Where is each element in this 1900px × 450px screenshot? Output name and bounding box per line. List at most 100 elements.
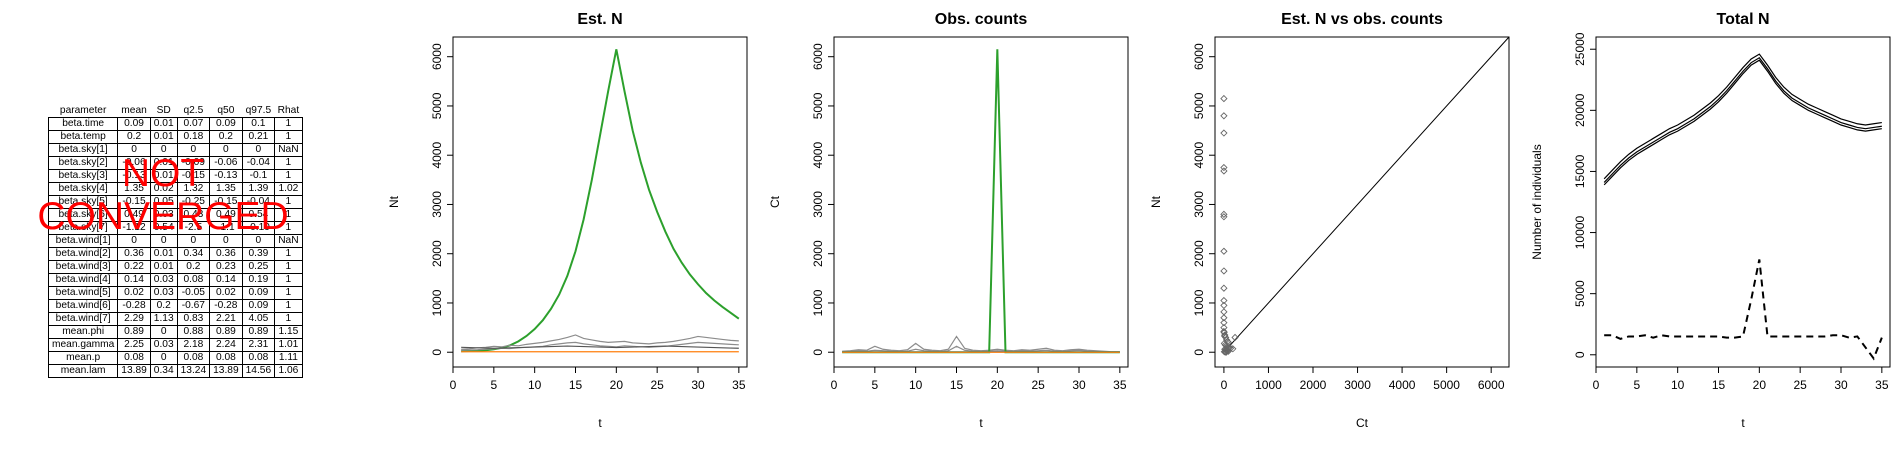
table-cell: 0.09 xyxy=(241,286,276,300)
not-converged-overlay: NOT CONVERGED xyxy=(28,152,298,238)
scatter-point xyxy=(1222,342,1230,350)
table-cell: 0.03 xyxy=(149,338,178,352)
y-tick-label: 1000 xyxy=(430,289,444,316)
y-tick-label: 1000 xyxy=(811,289,825,316)
scatter-point xyxy=(1231,333,1239,342)
scatter-point xyxy=(1220,267,1228,275)
table-cell: 0.05 xyxy=(149,195,178,209)
plot-frame xyxy=(452,36,748,368)
table-cell: 0.23 xyxy=(209,260,243,274)
x-tick-label: 2000 xyxy=(1300,378,1327,392)
table-cell: 1 xyxy=(274,286,303,300)
table-cell: 0.18 xyxy=(176,130,211,144)
table-row: beta.wind[2] 0.36 0.01 0.34 0.36 0.39 1 xyxy=(47,247,303,261)
x-axis-label: t xyxy=(979,416,983,430)
table-cell: 0 xyxy=(149,351,178,365)
table-row: beta.sky[1] 0 0 0 0 0 NaN xyxy=(47,143,303,157)
table-cell: 1 xyxy=(274,273,303,287)
table-cell: 4.05 xyxy=(241,312,276,326)
y-tick-label: 6000 xyxy=(811,43,825,70)
table-cell: beta.wind[4] xyxy=(47,273,119,287)
scatter-point xyxy=(1220,129,1228,137)
series-line-3 xyxy=(842,49,1120,354)
table-cell: 0.02 xyxy=(209,286,243,300)
table-cell: 0.01 xyxy=(149,156,178,170)
scatter-point xyxy=(1220,301,1228,310)
table-cell: 13.89 xyxy=(209,364,243,378)
table-header-cell: mean xyxy=(121,105,147,116)
x-tick-label: 30 xyxy=(1834,378,1848,392)
y-tick-label: 3000 xyxy=(811,191,825,218)
scatter-point xyxy=(1220,210,1228,218)
table-cell: 0.2 xyxy=(209,130,243,144)
y-axis-label: Ct xyxy=(768,195,782,208)
table-cell: 0.14 xyxy=(117,273,151,287)
y-tick-label: 15000 xyxy=(1573,154,1587,188)
series-line-4 xyxy=(1604,259,1883,361)
scatter-point xyxy=(1224,338,1233,347)
chart-title: Est. N vs obs. counts xyxy=(1281,11,1443,28)
x-tick-label: 35 xyxy=(1875,378,1889,392)
table-cell: 0.36 xyxy=(117,247,151,261)
scatter-point xyxy=(1220,163,1228,172)
table-cell: 0.08 xyxy=(176,351,211,365)
chart-panel-4: Total N t Number of individuals 0 5 10 15 20 25 3… xyxy=(1530,11,1891,430)
table-cell: 0.01 xyxy=(149,117,178,131)
y-tick-label: 0 xyxy=(430,349,444,356)
table-row: mean.phi 0.89 0 0.88 0.89 0.89 1.15 xyxy=(47,325,303,339)
table-cell: 0.03 xyxy=(149,273,178,287)
table-cell: 1 xyxy=(274,130,303,144)
scatter-point xyxy=(1224,343,1232,351)
y-tick-label: 6000 xyxy=(1192,43,1206,70)
x-axis-label: t xyxy=(1741,416,1745,430)
table-cell: 0.01 xyxy=(149,247,178,261)
scatter-point xyxy=(1221,345,1229,353)
table-cell: 0.14 xyxy=(209,273,243,287)
scatter-point xyxy=(1224,347,1233,355)
table-cell: -0.28 xyxy=(117,299,151,313)
chart-panel-1: Est. N t Nt 0 5 10 15 20 25 30 35 0 1000 2000 3000 4000… xyxy=(387,11,748,430)
scatter-point xyxy=(1220,308,1228,316)
scatter-point xyxy=(1220,94,1228,103)
table-cell: 1 xyxy=(274,260,303,274)
scatter-point xyxy=(1220,332,1229,340)
x-tick-label: 4000 xyxy=(1389,378,1416,392)
table-cell: beta.time xyxy=(47,117,119,131)
plot-frame xyxy=(1214,36,1510,368)
reference-line xyxy=(1223,36,1510,353)
table-cell: mean.p xyxy=(47,351,119,365)
series-line-1 xyxy=(1603,56,1882,183)
table-cell: beta.wind[7] xyxy=(47,312,119,326)
x-tick-label: 20 xyxy=(991,378,1005,392)
table-cell: 0.08 xyxy=(176,273,211,287)
x-tick-label: 0 xyxy=(831,378,838,392)
x-tick-label: 20 xyxy=(610,378,624,392)
scatter-point xyxy=(1222,348,1230,356)
scatter-point xyxy=(1220,327,1228,336)
table-cell: 2.29 xyxy=(117,312,151,326)
table-cell: 0 xyxy=(149,325,178,339)
table-header-cell: SD xyxy=(156,105,171,116)
table-cell: 0.03 xyxy=(149,286,178,300)
y-axis-label: Nt xyxy=(1149,195,1163,208)
table-cell: beta.temp xyxy=(47,130,119,144)
table-cell: 2.21 xyxy=(209,312,243,326)
table-cell: 0.01 xyxy=(149,130,178,144)
parameter-table-panel: parameter mean SD q2.5 q50 q97.5 Rhat beta.tim… xyxy=(47,104,303,378)
table-row: beta.wind[1] 0 0 0 0 0 NaN xyxy=(47,234,303,248)
y-tick-label: 2000 xyxy=(1192,240,1206,267)
y-tick-label: 5000 xyxy=(1192,92,1206,119)
x-tick-label: 25 xyxy=(1793,378,1807,392)
table-cell: 0.25 xyxy=(241,260,276,274)
table-row: mean.gamma 2.25 0.03 2.18 2.24 2.31 1.01 xyxy=(47,338,303,352)
scatter-point xyxy=(1229,345,1237,353)
table-row: beta.wind[4] 0.14 0.03 0.08 0.14 0.19 1 xyxy=(47,273,303,287)
table-cell: 0.2 xyxy=(149,299,178,313)
series-line-1 xyxy=(842,335,1120,353)
x-tick-label: 35 xyxy=(732,378,746,392)
table-header-row: parameter mean SD q2.5 q50 q97.5 Rhat xyxy=(49,104,303,118)
scatter-point xyxy=(1221,348,1229,356)
table-cell: 13.24 xyxy=(176,364,211,378)
parameter-table: parameter mean SD q2.5 q50 q97.5 Rhat beta.tim… xyxy=(47,104,303,378)
y-axis-label: Nt xyxy=(387,195,401,208)
